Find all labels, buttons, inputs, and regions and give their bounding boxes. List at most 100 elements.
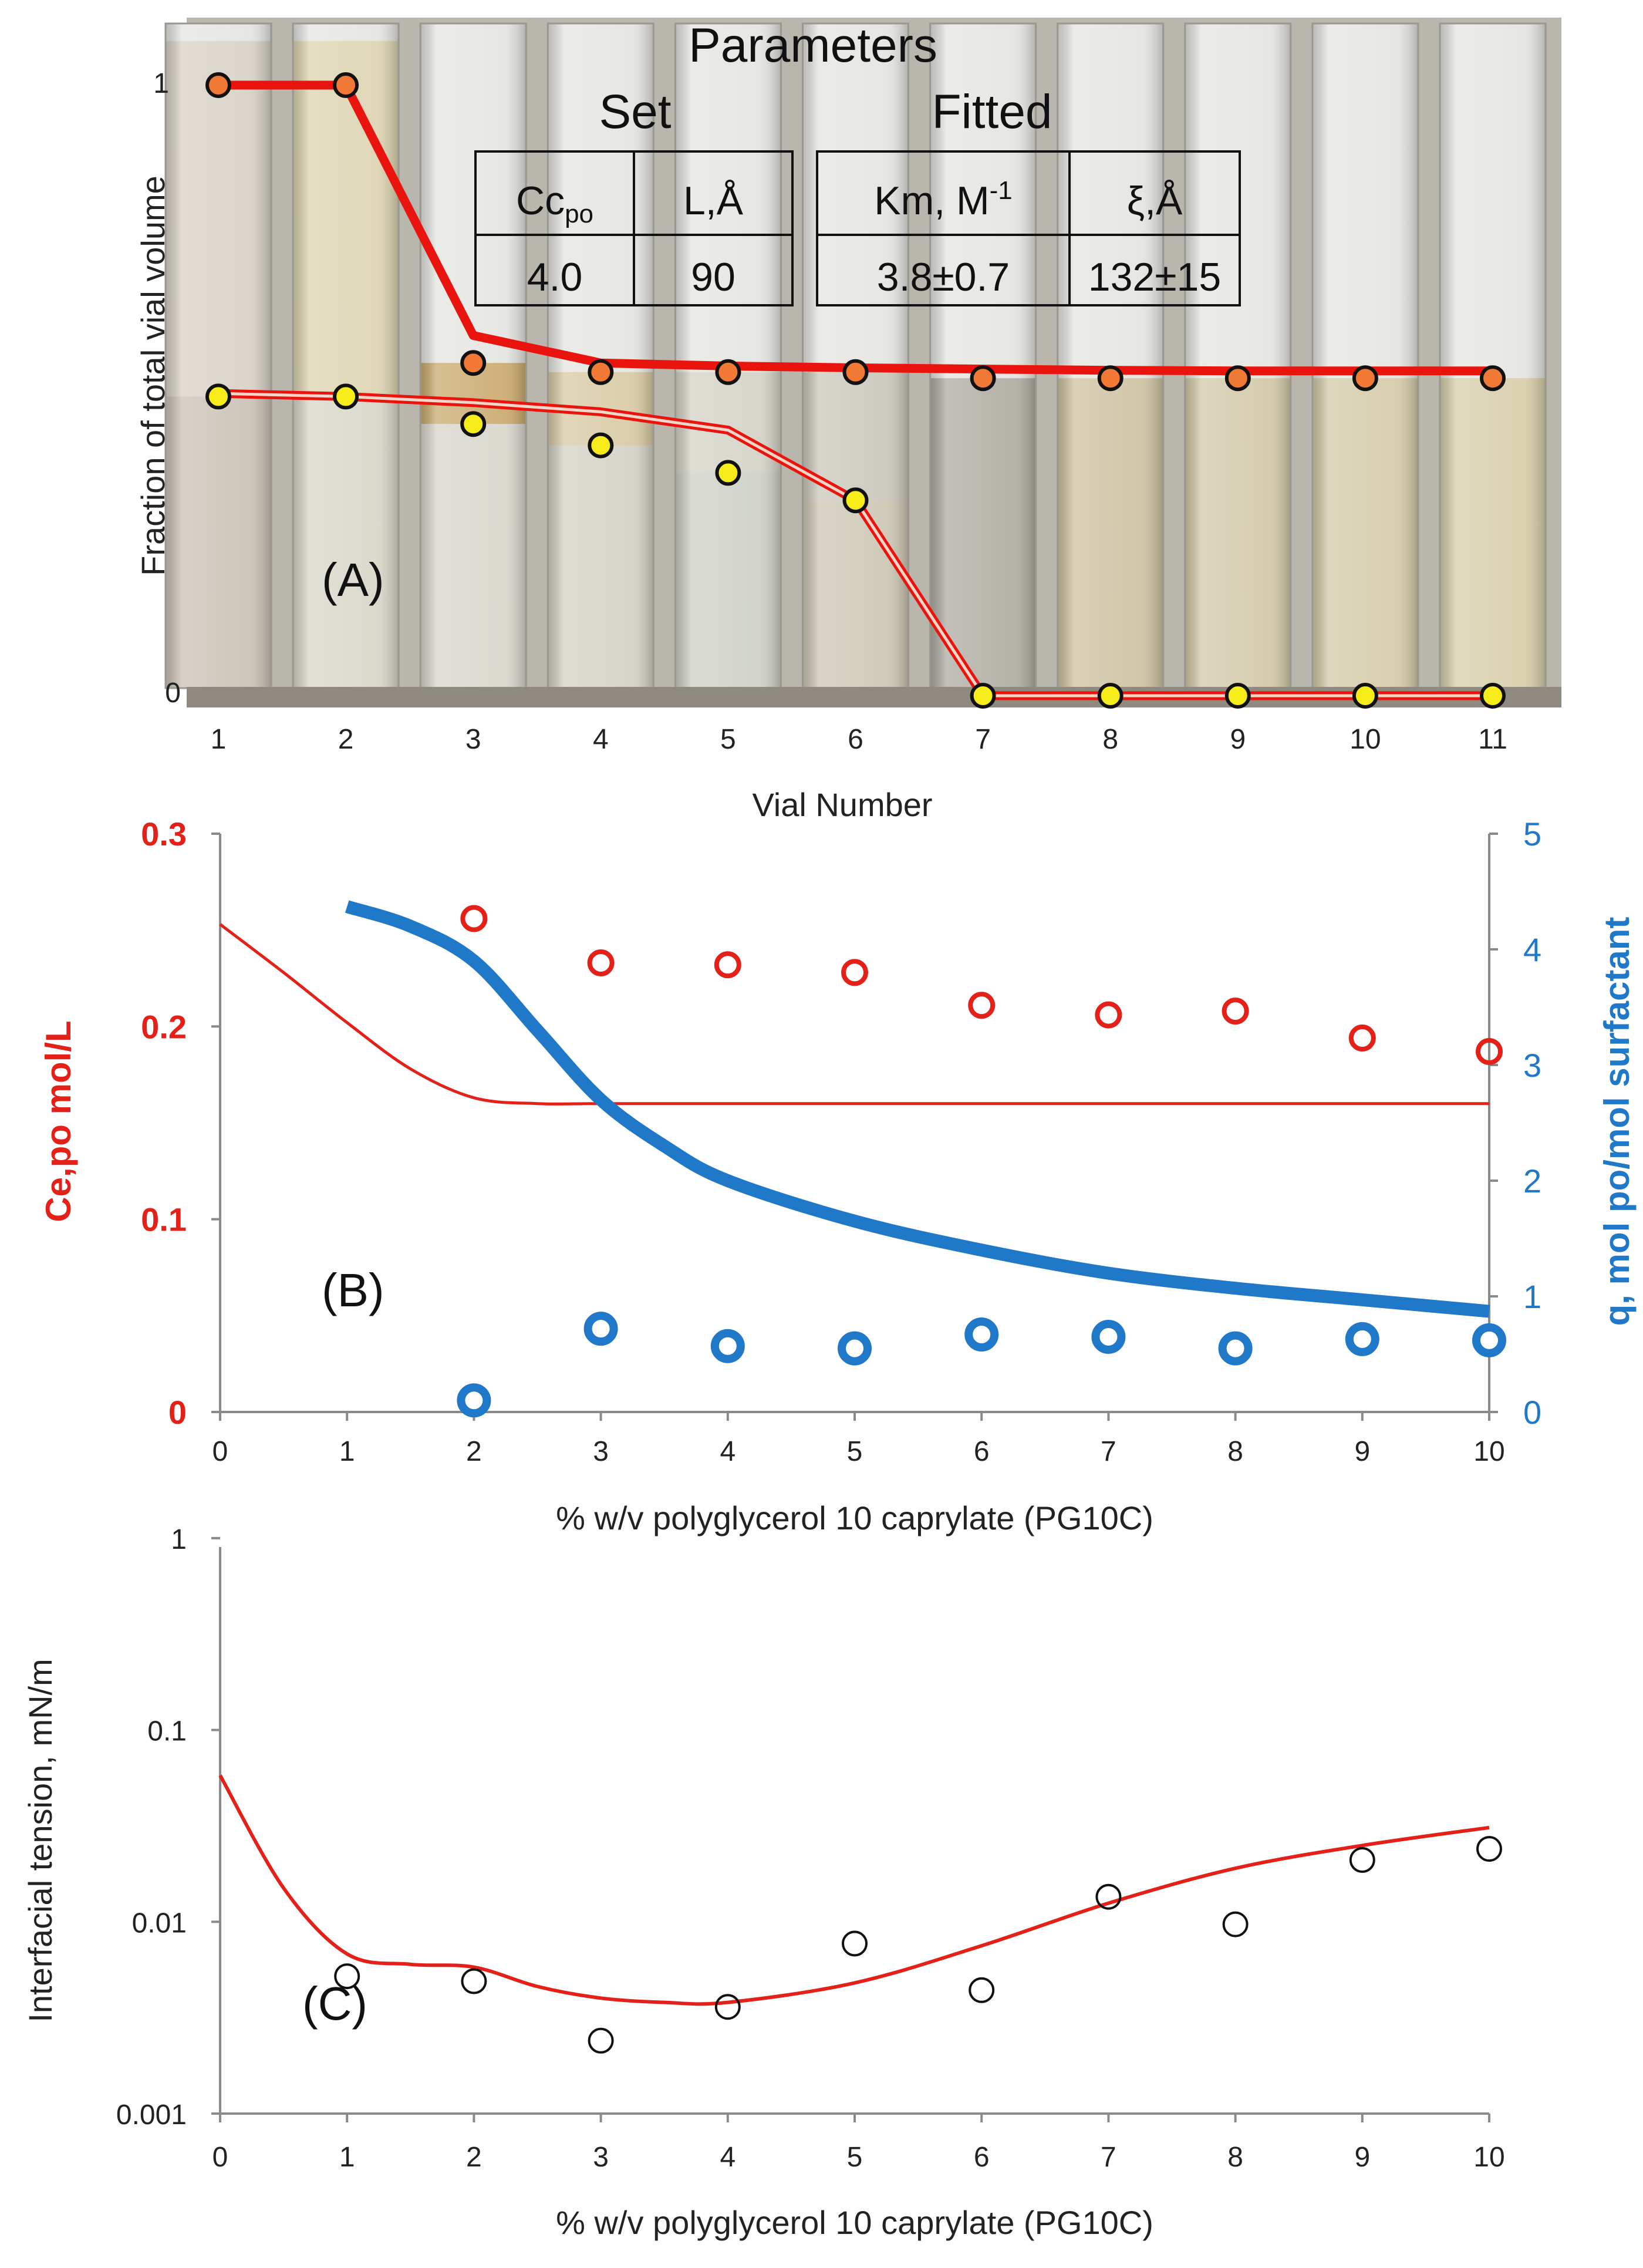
param-header-km-sup: -1 (990, 176, 1013, 205)
q-data-point (1218, 1331, 1253, 1366)
param-value-l: 90 (691, 255, 736, 299)
ce-data-point (968, 992, 996, 1019)
axis-c-x-tick-label: 3 (593, 2142, 609, 2173)
lower-boundary-point (970, 683, 996, 709)
axis-b-x-tick-label: 0 (212, 1436, 228, 1467)
upper-boundary-point (1097, 365, 1124, 392)
axis-a-x-tick: 6 (848, 724, 863, 755)
ce-data-point (1476, 1038, 1503, 1066)
axis-c-x-tick-label: 9 (1354, 2142, 1370, 2173)
param-header-l: L,Å (683, 178, 744, 223)
parameters-group-set: Set (599, 85, 671, 139)
axis-b-x-tick-label: 7 (1101, 1436, 1116, 1467)
axis-c-ticks: 0 1 2 3 4 5 6 7 8 9 10 0.001 0.01 0.1 1 (116, 1524, 1505, 2173)
ift-data-point (334, 1963, 360, 1990)
axis-a-x-tick: 10 (1350, 724, 1381, 755)
lower-boundary-point (460, 411, 487, 437)
panel-c-label: (C) (302, 1977, 367, 2030)
ift-data-point (842, 1930, 868, 1957)
vial-glass (802, 22, 909, 689)
axis-b-y-tick-label-right: 4 (1523, 931, 1541, 968)
lower-boundary-point (1097, 683, 1124, 709)
ift-data-point (1476, 1836, 1502, 1862)
ce-fit-line (219, 923, 1489, 1106)
ce-data-point (1095, 1001, 1122, 1029)
ce-data-point (587, 949, 615, 976)
axis-a-x-title: Vial Number (752, 786, 932, 823)
upper-boundary-point (842, 359, 869, 385)
panel-a-plot (205, 72, 1506, 709)
upper-boundary-point (460, 350, 487, 376)
axis-b-x-tick-label: 8 (1227, 1436, 1243, 1467)
ift-data-point (461, 1968, 487, 1994)
axis-c-x-tick-label: 2 (466, 2142, 482, 2173)
panel-b-plot (219, 900, 1506, 1418)
axis-a-y: 1 0 Fraction of total vial volume (134, 68, 181, 709)
axis-a-y-title: Fraction of total vial volume (134, 176, 171, 576)
ift-data-point (969, 1977, 995, 2003)
axis-b-y-tick-label-right: 3 (1523, 1047, 1541, 1084)
axis-b-y-tick-label-right: 0 (1523, 1394, 1541, 1431)
param-value-xi: 132±15 (1088, 255, 1221, 299)
axis-b-x-tick-label: 2 (466, 1436, 482, 1467)
param-value-ccpo: 4.0 (527, 255, 583, 299)
axis-c-x-tick-label: 5 (847, 2142, 863, 2173)
axis-a-x-tick: 2 (338, 724, 354, 755)
lower-boundary-point (1352, 683, 1378, 709)
axis-c-x-tick-label: 8 (1227, 2142, 1243, 2173)
lower-boundary-point (1480, 683, 1506, 709)
axis-b-y-tick-label-right: 5 (1523, 815, 1541, 852)
lower-boundary-point (715, 460, 741, 486)
upper-boundary-point (588, 359, 614, 385)
upper-boundary-point (333, 72, 359, 98)
vial-glass (1057, 22, 1165, 689)
axis-c-y-tick-label: 0.1 (147, 1716, 187, 1747)
ift-data-point (1222, 1911, 1249, 1937)
parameters-table: Parameters Set Fitted Ccpo L,Å Km, M-1 ξ… (474, 19, 1241, 306)
axis-c-x-tick-label: 10 (1473, 2142, 1504, 2173)
panel-c: 0 1 2 3 4 5 6 7 8 9 10 0.001 0.01 0.1 1 % w/v polyglyc… (22, 1524, 1505, 2241)
axis-c-x-tick-label: 6 (974, 2142, 990, 2173)
axis-a-x-ticks: 1 2 3 4 5 6 7 8 9 10 11 (211, 724, 1507, 755)
ift-data-point (1095, 1883, 1122, 1910)
q-data-point (583, 1312, 618, 1346)
upper-boundary-point (1352, 365, 1378, 392)
q-data-point (838, 1331, 872, 1366)
axis-b-x-tick-label: 3 (593, 1436, 609, 1467)
lower-boundary-point (588, 432, 614, 459)
axis-c-y-tick-label: 1 (171, 1524, 187, 1555)
upper-boundary-point (1224, 365, 1251, 392)
param-header-ccpo-base: Cc (516, 178, 565, 223)
upper-boundary-point (1480, 365, 1506, 392)
q-data-point (1345, 1322, 1379, 1356)
upper-boundary-point (715, 359, 741, 385)
axis-a-x-tick: 4 (593, 724, 609, 755)
lower-boundary-point (333, 383, 359, 410)
panel-c-plot (218, 1774, 1502, 2054)
q-data-point (457, 1383, 491, 1418)
ift-data-point (714, 1994, 741, 2020)
axis-c-x-tick-label: 0 (212, 2142, 228, 2173)
panel-b-label: (B) (322, 1264, 384, 1316)
axis-a-x-tick: 5 (720, 724, 736, 755)
axis-a-y-tick-0: 0 (165, 678, 181, 709)
lower-boundary-point (205, 383, 231, 410)
lower-boundary-point (1224, 683, 1251, 709)
vial-glass (1439, 22, 1547, 689)
axis-a-y-tick-1: 1 (153, 68, 169, 99)
vial-glass (164, 22, 272, 689)
axis-c-x-tick-label: 4 (720, 2142, 736, 2173)
axis-a-x-tick: 8 (1102, 724, 1118, 755)
upper-boundary-point (205, 72, 231, 98)
ce-data-point (1348, 1025, 1376, 1052)
axis-b-x-tick-label: 5 (847, 1436, 863, 1467)
axis-c-y-tick-label: 0.01 (132, 1908, 187, 1939)
ce-data-point (1222, 997, 1249, 1025)
ift-fit-line (218, 1774, 1490, 2006)
vial-photo (164, 22, 1547, 689)
lower-boundary-point (842, 487, 869, 514)
axis-b-x-title: % w/v polyglycerol 10 caprylate (PG10C) (556, 1499, 1153, 1536)
vial-glass (1184, 22, 1292, 689)
axis-b-y-title-right: q, mol po/mol surfactant (1597, 917, 1637, 1326)
axis-b-y-tick-label-right: 1 (1523, 1278, 1541, 1315)
